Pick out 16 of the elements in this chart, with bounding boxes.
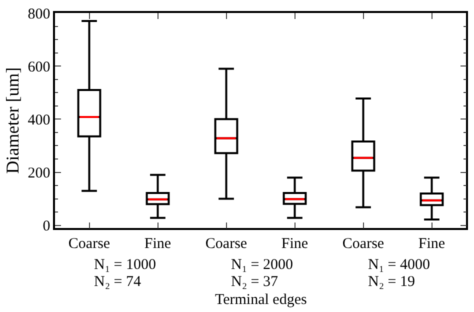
x-tick-label: Fine xyxy=(418,236,446,252)
y-axis-title: Diameter [um] xyxy=(2,67,22,174)
x-tick-label: Fine xyxy=(144,236,172,252)
y-tick-label: 400 xyxy=(28,112,50,128)
text: N₁ = 4000 N₂ = 19 xyxy=(368,257,430,290)
x-tick-label: Coarse xyxy=(205,236,248,252)
x-tick-label: Coarse xyxy=(68,236,110,252)
y-tick-label: 200 xyxy=(28,166,50,182)
text: N₁ = 2000 N₂ = 37 xyxy=(231,257,294,290)
text: N₁ = 1000 N₂ = 74 xyxy=(94,257,156,290)
x-tick-label: Fine xyxy=(281,236,308,252)
y-tick-label: 600 xyxy=(28,59,50,76)
x-axis-title: Terminal edges xyxy=(215,292,307,308)
y-tick-label: 0 xyxy=(42,218,50,235)
x-tick-label: Coarse xyxy=(342,236,384,252)
y-tick-label: 800 xyxy=(28,6,50,22)
